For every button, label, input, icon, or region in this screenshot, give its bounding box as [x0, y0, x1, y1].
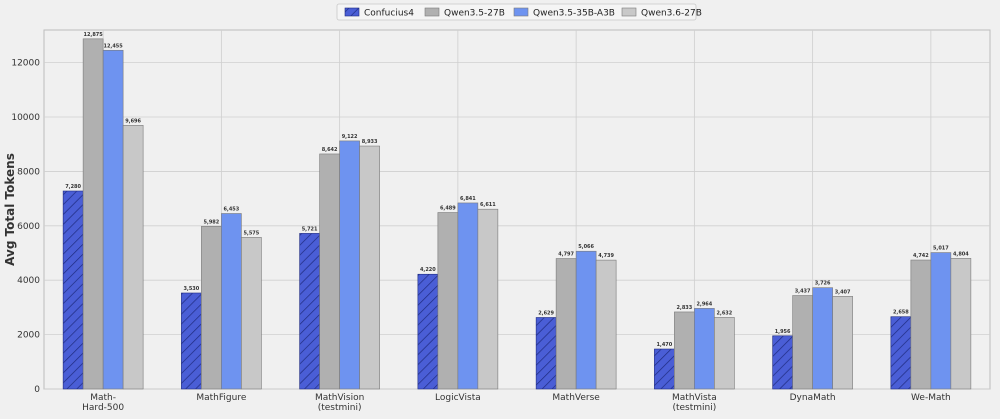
bar-qwen3-5-27b-2 — [319, 153, 340, 390]
legend: Confucius4 Qwen3.5-27B Qwen3.5-35B-A3B Qwen… — [336, 3, 702, 21]
bar-qwen3-6-27b-0 — [122, 124, 144, 390]
bar-qwen3-5-27b-5 — [674, 311, 695, 390]
bar-qwen3-5-27b-7 — [910, 259, 932, 390]
bars — [62, 38, 972, 390]
y-tick-label: 0 — [34, 385, 40, 395]
y-tick-label: 4000 — [17, 276, 40, 286]
bar-confucius4-5 — [654, 348, 675, 390]
bar-qwen3-5-35b-a3b-3 — [457, 202, 479, 390]
y-tick-label: 12000 — [11, 59, 40, 69]
legend-swatch — [621, 7, 637, 17]
y-tick-label: 8000 — [17, 167, 40, 177]
bar-qwen3-5-35b-a3b-0 — [102, 49, 124, 390]
bar-qwen3-5-35b-a3b-5 — [694, 308, 715, 390]
data-label: 12,875 — [83, 32, 103, 38]
data-label: 4,742 — [913, 253, 929, 259]
legend-label: Qwen3.5-27B — [444, 9, 505, 19]
data-label: 2,964 — [696, 301, 712, 307]
bar-confucius4-7 — [890, 316, 912, 390]
legend-label: Qwen3.6-27B — [641, 9, 702, 19]
data-label: 6,453 — [223, 206, 239, 212]
data-label: 5,066 — [578, 244, 594, 250]
data-label: 9,696 — [125, 118, 141, 124]
y-tick-label: 10000 — [11, 113, 40, 123]
x-tick-label: (testmini) — [318, 403, 362, 413]
data-label: 6,611 — [480, 202, 496, 208]
bar-qwen3-6-27b-6 — [832, 296, 853, 390]
data-label: 4,804 — [953, 251, 969, 257]
bar-qwen3-5-35b-a3b-2 — [339, 140, 360, 390]
y-axis-title: Avg Total Tokens — [3, 153, 17, 266]
legend-swatch — [424, 7, 440, 17]
bar-qwen3-5-35b-a3b-6 — [812, 287, 833, 390]
data-label: 7,280 — [65, 184, 81, 190]
bar-qwen3-5-35b-a3b-4 — [575, 250, 597, 390]
axes: 0 2000 4000 6000 8000 10000 12000 Avg Total Tok… — [3, 59, 951, 413]
bar-qwen3-6-27b-5 — [714, 317, 735, 390]
data-label: 3,726 — [815, 281, 831, 287]
x-tick-label: Math- — [90, 393, 116, 403]
data-label: 5,017 — [933, 246, 949, 252]
legend-swatch — [513, 7, 529, 17]
bar-qwen3-6-27b-3 — [477, 208, 499, 390]
bar-qwen3-5-27b-1 — [201, 226, 222, 390]
bar-qwen3-5-35b-a3b-1 — [221, 213, 242, 390]
data-label: 5,721 — [302, 226, 318, 232]
data-label: 1,470 — [656, 342, 672, 348]
legend-swatch — [344, 7, 360, 17]
x-tick-label: Hard-500 — [82, 403, 124, 413]
data-label: 1,956 — [775, 329, 791, 335]
x-tick-label: MathFigure — [196, 393, 246, 403]
data-label: 3,407 — [835, 289, 851, 295]
data-label: 2,833 — [676, 305, 692, 311]
x-tick-label: MathVision — [315, 393, 364, 403]
bar-qwen3-6-27b-4 — [595, 259, 617, 390]
bar-confucius4-6 — [772, 335, 793, 390]
x-tick-label: MathVista — [672, 393, 717, 403]
bar-confucius4-4 — [535, 317, 557, 390]
legend-label: Confucius4 — [364, 9, 414, 19]
bar-confucius4-1 — [181, 292, 202, 390]
bar-qwen3-5-27b-0 — [82, 38, 104, 390]
data-label: 4,220 — [420, 267, 436, 273]
data-label: 2,658 — [893, 310, 909, 316]
data-label: 4,739 — [598, 253, 614, 259]
x-tick-label: (testmini) — [672, 403, 716, 413]
bar-qwen3-6-27b-2 — [359, 145, 380, 390]
x-tick-label: LogicVista — [435, 393, 481, 403]
data-label: 6,489 — [440, 206, 456, 212]
bar-qwen3-6-27b-7 — [950, 258, 972, 390]
y-tick-label: 6000 — [17, 222, 40, 232]
data-label: 9,122 — [342, 134, 358, 140]
data-label: 3,437 — [795, 289, 811, 295]
x-tick-label: MathVerse — [552, 393, 600, 403]
data-label: 4,797 — [558, 252, 574, 258]
data-label: 5,982 — [203, 219, 219, 225]
x-tick-label: DynaMath — [790, 393, 836, 403]
x-tick-label: We-Math — [911, 393, 951, 403]
bar-qwen3-5-27b-4 — [555, 258, 577, 390]
bar-qwen3-6-27b-1 — [241, 237, 262, 390]
legend-label: Qwen3.5-35B-A3B — [533, 9, 615, 19]
data-label: 2,632 — [716, 310, 732, 316]
y-tick-label: 2000 — [17, 331, 40, 341]
bar-qwen3-5-35b-a3b-7 — [930, 252, 952, 390]
data-label: 6,841 — [460, 196, 476, 202]
data-label: 8,642 — [322, 147, 338, 153]
data-label: 12,455 — [103, 43, 123, 49]
data-label: 3,530 — [183, 286, 199, 292]
bar-confucius4-0 — [62, 190, 84, 390]
data-label: 5,575 — [243, 230, 259, 236]
data-label: 2,629 — [538, 310, 554, 316]
data-label: 8,933 — [362, 139, 378, 145]
bar-confucius4-2 — [299, 233, 320, 390]
bar-qwen3-5-27b-6 — [792, 295, 813, 390]
bar-confucius4-3 — [417, 273, 439, 390]
bar-qwen3-5-27b-3 — [437, 212, 459, 390]
